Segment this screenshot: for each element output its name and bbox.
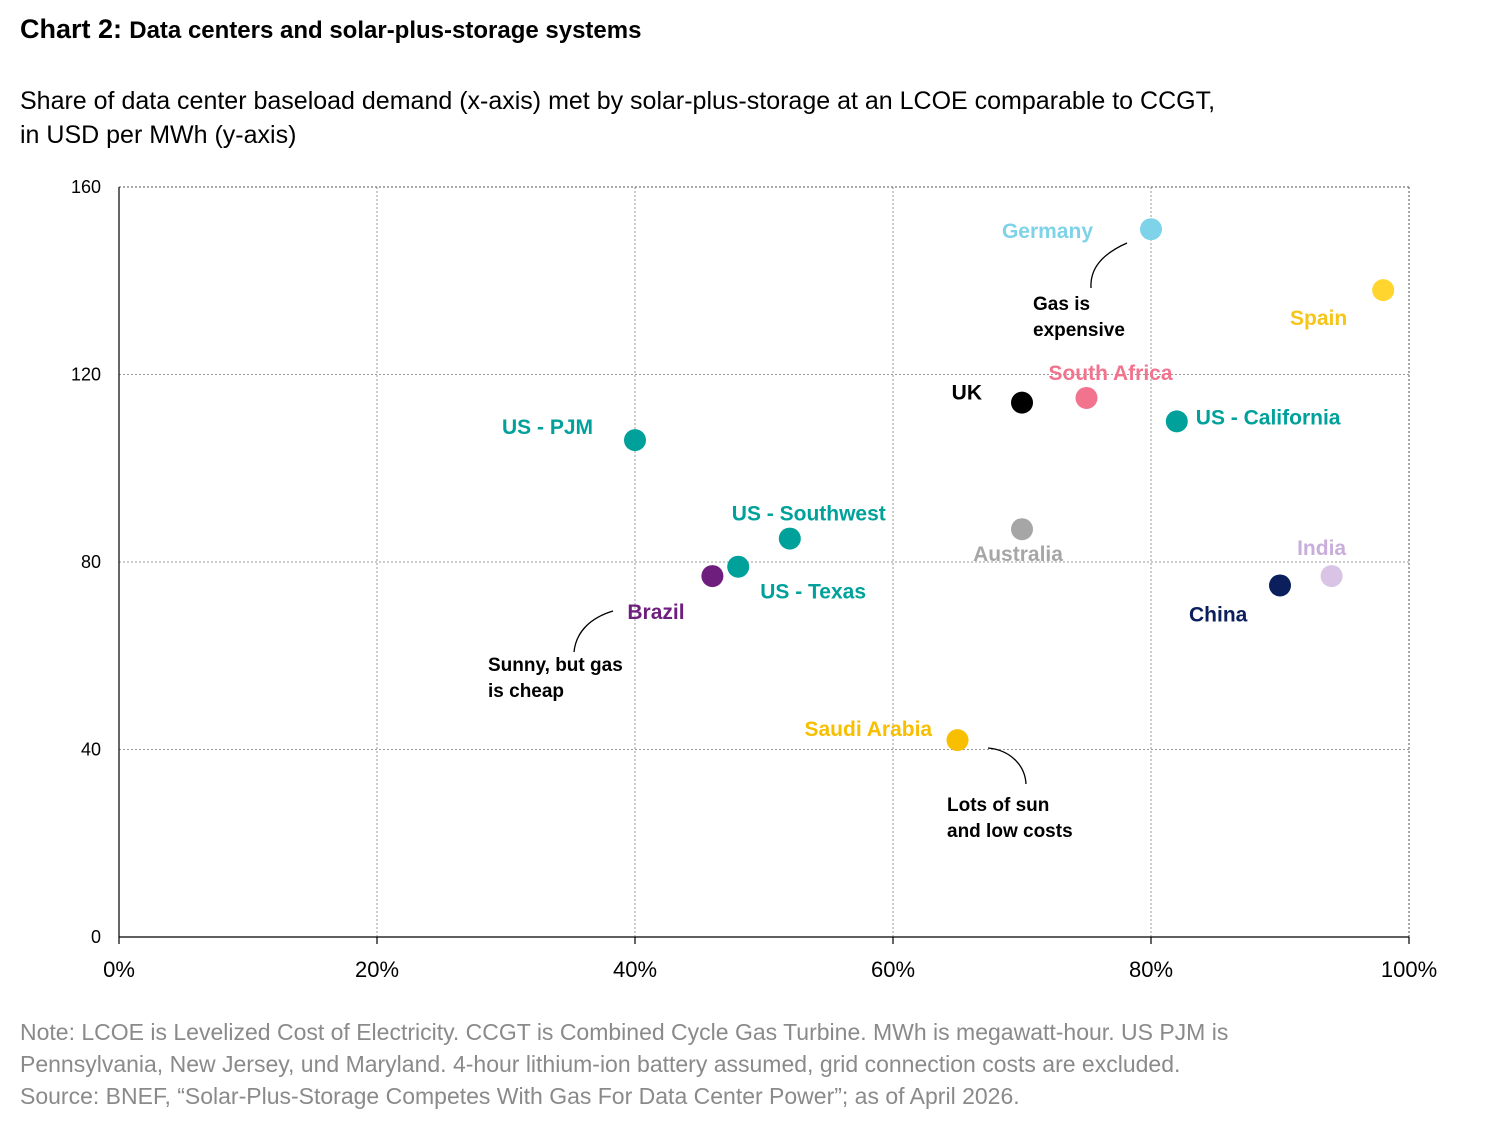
point-spain: [1372, 279, 1395, 302]
callout-text-saudi-arabia: Lots of sun: [947, 795, 1049, 816]
point-uk: [1011, 391, 1033, 414]
chart-number: Chart 2:: [20, 14, 123, 44]
axes: 0% 20% 40% 60% 80% 100% 0 40 80 120 160: [71, 177, 1437, 982]
subtitle-line-2: in USD per MWh (y-axis): [20, 121, 297, 149]
y-tick-label: 160: [71, 177, 101, 197]
callout-text-germany: expensive: [1033, 320, 1125, 341]
x-tick-label: 20%: [355, 957, 399, 982]
source-line: Source: BNEF, “Solar-Plus-Storage Compet…: [20, 1083, 1020, 1109]
y-tick-label: 120: [71, 365, 101, 385]
point-china: [1269, 574, 1291, 597]
point-australia: [1011, 518, 1033, 541]
callout-text-germany: Gas is: [1033, 294, 1090, 315]
callouts: Gas is expensive Sunny, but gas is cheap Lot…: [488, 242, 1128, 842]
callout-leader-saudi-arabia: [987, 747, 1027, 785]
note-line-1: Note: LCOE is Levelized Cost of Electric…: [20, 1019, 1229, 1045]
x-tick-label: 60%: [871, 957, 915, 982]
label-us-texas: US - Texas: [760, 581, 866, 604]
point-south-africa: [1075, 386, 1098, 409]
label-us-california: US - California: [1196, 406, 1341, 429]
label-uk: UK: [952, 382, 982, 405]
x-tick-label: 80%: [1129, 957, 1173, 982]
x-tick-label: 40%: [613, 957, 657, 982]
chart-subtitle: Share of data center baseload demand (x-…: [20, 84, 1460, 152]
label-south-africa: South Africa: [1048, 362, 1172, 385]
callout-leader-germany: [1090, 242, 1128, 289]
point-saudi-arabia: [946, 729, 969, 752]
y-tick-label: 80: [81, 552, 101, 572]
label-spain: Spain: [1290, 307, 1347, 330]
y-tick-label: 40: [81, 740, 101, 760]
y-tick-label: 0: [91, 927, 101, 947]
point-us-california: [1165, 410, 1188, 433]
chart-title-text: Data centers and solar-plus-storage syst…: [129, 17, 642, 44]
point-india: [1320, 565, 1343, 588]
callout-text-brazil: Sunny, but gas: [488, 655, 623, 676]
grid-lines: [119, 186, 1410, 937]
point-us-pjm: [624, 429, 646, 452]
scatter-chart: 0% 20% 40% 60% 80% 100% 0 40 80 120 160 Gas is expe…: [71, 177, 1437, 982]
data-points: [624, 218, 1395, 752]
x-tick-label: 0%: [103, 957, 135, 982]
callout-text-brazil: is cheap: [488, 681, 564, 702]
subtitle-line-1: Share of data center baseload demand (x-…: [20, 87, 1216, 115]
point-us-southwest: [778, 527, 801, 550]
point-labels: Germany Spain UK South Africa US - Californi…: [502, 220, 1347, 741]
label-brazil: Brazil: [627, 601, 684, 624]
label-india: India: [1297, 537, 1346, 560]
point-germany: [1140, 218, 1162, 241]
label-us-southwest: US - Southwest: [732, 503, 886, 526]
point-brazil: [701, 565, 724, 588]
x-tick-label: 100%: [1381, 957, 1437, 982]
footnote: Note: LCOE is Levelized Cost of Electric…: [20, 1016, 1228, 1112]
callout-text-saudi-arabia: and low costs: [947, 821, 1073, 842]
label-us-pjm: US - PJM: [502, 416, 593, 439]
callout-leader-brazil: [573, 610, 614, 653]
label-australia: Australia: [973, 543, 1063, 566]
note-line-2: Pennsylvania, New Jersey, und Maryland. …: [20, 1051, 1181, 1077]
label-china: China: [1189, 603, 1248, 626]
label-saudi-arabia: Saudi Arabia: [805, 718, 933, 741]
label-germany: Germany: [1002, 220, 1093, 243]
chart-title: Chart 2: Data centers and solar-plus-sto…: [20, 14, 641, 45]
point-us-texas: [727, 555, 750, 578]
